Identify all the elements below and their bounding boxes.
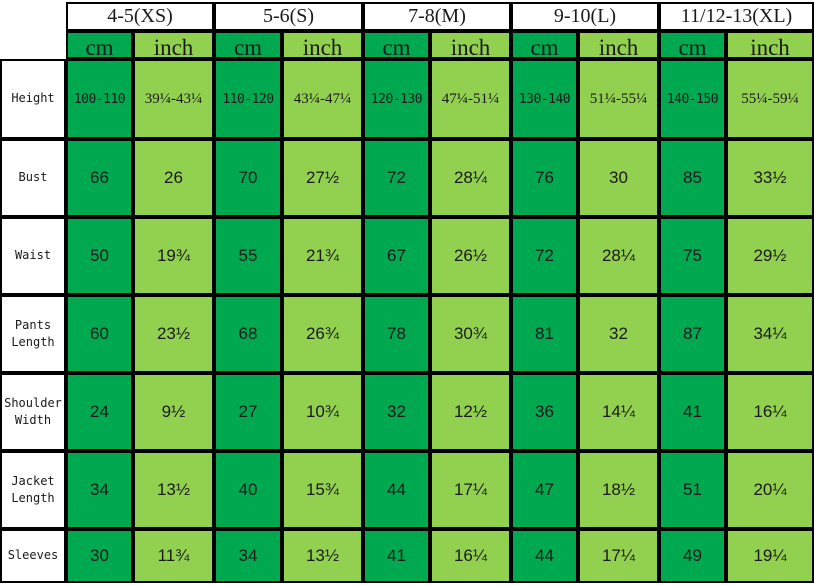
unit-header-inch: inch <box>282 31 363 59</box>
cm-value-cell: 36 <box>511 373 578 451</box>
inch-value-cell: 30¾ <box>430 295 511 373</box>
inch-value-cell: 26¾ <box>282 295 363 373</box>
cm-value-cell: 140-150 <box>659 59 726 139</box>
table-corner <box>0 2 66 59</box>
inch-value-cell: 39¼-43¼ <box>133 59 214 139</box>
inch-value-cell: 30 <box>578 139 659 217</box>
unit-header-inch: inch <box>578 31 659 59</box>
row-label: Shoulder Width <box>0 373 66 451</box>
row-label: Pants Length <box>0 295 66 373</box>
size-header: 11/12-13(XL) <box>659 2 814 31</box>
cm-value-cell: 34 <box>66 451 133 529</box>
inch-value-cell: 51¼-55¼ <box>578 59 659 139</box>
inch-value-cell: 26½ <box>430 217 511 295</box>
cm-value-cell: 120-130 <box>363 59 430 139</box>
size-header: 9-10(L) <box>511 2 659 31</box>
cm-value-cell: 78 <box>363 295 430 373</box>
inch-value-cell: 29½ <box>726 217 814 295</box>
inch-value-cell: 13½ <box>133 451 214 529</box>
inch-value-cell: 55¼-59¼ <box>726 59 814 139</box>
cm-value-cell: 44 <box>511 529 578 583</box>
unit-header-inch: inch <box>430 31 511 59</box>
inch-value-cell: 32 <box>578 295 659 373</box>
inch-value-cell: 26 <box>133 139 214 217</box>
inch-value-cell: 47¼-51¼ <box>430 59 511 139</box>
cm-value-cell: 24 <box>66 373 133 451</box>
cm-value-cell: 44 <box>363 451 430 529</box>
cm-value-cell: 70 <box>214 139 282 217</box>
inch-value-cell: 34¼ <box>726 295 814 373</box>
inch-value-cell: 9½ <box>133 373 214 451</box>
row-label: Bust <box>0 139 66 217</box>
inch-value-cell: 20¼ <box>726 451 814 529</box>
cm-value-cell: 110-120 <box>214 59 282 139</box>
inch-value-cell: 13½ <box>282 529 363 583</box>
inch-value-cell: 18½ <box>578 451 659 529</box>
cm-value-cell: 81 <box>511 295 578 373</box>
cm-value-cell: 72 <box>363 139 430 217</box>
cm-value-cell: 50 <box>66 217 133 295</box>
cm-value-cell: 67 <box>363 217 430 295</box>
unit-header-cm: cm <box>659 31 726 59</box>
unit-header-cm: cm <box>363 31 430 59</box>
cm-value-cell: 34 <box>214 529 282 583</box>
cm-value-cell: 30 <box>66 529 133 583</box>
inch-value-cell: 17¼ <box>578 529 659 583</box>
inch-value-cell: 19¾ <box>133 217 214 295</box>
cm-value-cell: 100-110 <box>66 59 133 139</box>
cm-value-cell: 40 <box>214 451 282 529</box>
size-header: 4-5(XS) <box>66 2 214 31</box>
inch-value-cell: 16¼ <box>726 373 814 451</box>
inch-value-cell: 33½ <box>726 139 814 217</box>
cm-value-cell: 55 <box>214 217 282 295</box>
inch-value-cell: 15¾ <box>282 451 363 529</box>
cm-value-cell: 49 <box>659 529 726 583</box>
cm-value-cell: 87 <box>659 295 726 373</box>
cm-value-cell: 51 <box>659 451 726 529</box>
inch-value-cell: 17¼ <box>430 451 511 529</box>
row-label: Height <box>0 59 66 139</box>
inch-value-cell: 19¼ <box>726 529 814 583</box>
inch-value-cell: 43¼-47¼ <box>282 59 363 139</box>
inch-value-cell: 11¾ <box>133 529 214 583</box>
inch-value-cell: 27½ <box>282 139 363 217</box>
row-label: Sleeves <box>0 529 66 583</box>
row-label: Jacket Length <box>0 451 66 529</box>
cm-value-cell: 41 <box>363 529 430 583</box>
row-label: Waist <box>0 217 66 295</box>
inch-value-cell: 16¼ <box>430 529 511 583</box>
cm-value-cell: 72 <box>511 217 578 295</box>
size-header: 7-8(M) <box>363 2 511 31</box>
cm-value-cell: 32 <box>363 373 430 451</box>
unit-header-cm: cm <box>214 31 282 59</box>
cm-value-cell: 85 <box>659 139 726 217</box>
unit-header-cm: cm <box>511 31 578 59</box>
inch-value-cell: 28¼ <box>578 217 659 295</box>
cm-value-cell: 47 <box>511 451 578 529</box>
cm-value-cell: 68 <box>214 295 282 373</box>
inch-value-cell: 23½ <box>133 295 214 373</box>
unit-header-inch: inch <box>133 31 214 59</box>
cm-value-cell: 27 <box>214 373 282 451</box>
size-header: 5-6(S) <box>214 2 363 31</box>
cm-value-cell: 130-140 <box>511 59 578 139</box>
cm-value-cell: 66 <box>66 139 133 217</box>
cm-value-cell: 76 <box>511 139 578 217</box>
cm-value-cell: 41 <box>659 373 726 451</box>
inch-value-cell: 28¼ <box>430 139 511 217</box>
inch-value-cell: 21¾ <box>282 217 363 295</box>
unit-header-cm: cm <box>66 31 133 59</box>
inch-value-cell: 12½ <box>430 373 511 451</box>
cm-value-cell: 60 <box>66 295 133 373</box>
unit-header-inch: inch <box>726 31 814 59</box>
cm-value-cell: 75 <box>659 217 726 295</box>
inch-value-cell: 14¼ <box>578 373 659 451</box>
inch-value-cell: 10¾ <box>282 373 363 451</box>
